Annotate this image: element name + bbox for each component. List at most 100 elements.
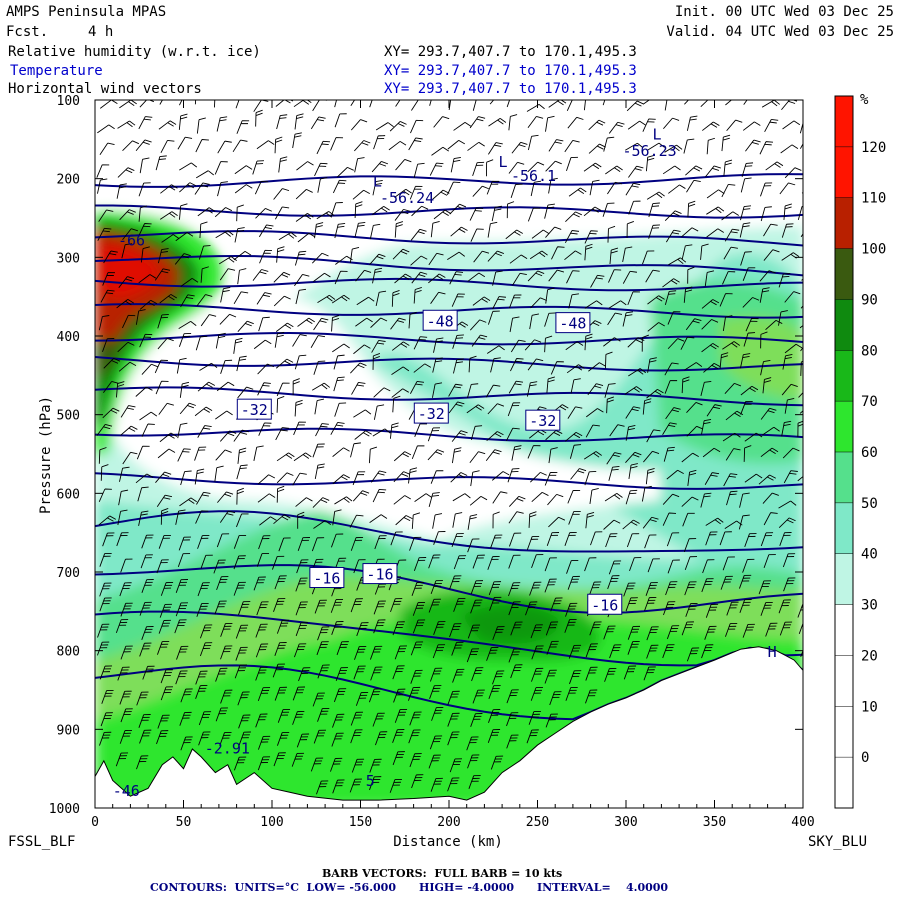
wind-barb <box>701 343 719 353</box>
wind-barb <box>158 402 174 415</box>
wind-barb <box>294 274 310 287</box>
wind-barb <box>511 141 528 154</box>
wind-barb <box>508 114 518 131</box>
wind-barb <box>136 691 149 706</box>
wind-barb <box>178 536 191 551</box>
wind-barb <box>220 359 233 374</box>
wind-barb <box>258 224 274 238</box>
wind-barb <box>257 363 274 375</box>
wind-barb <box>352 490 370 502</box>
wind-barb <box>99 731 112 746</box>
wind-barb <box>725 410 744 421</box>
wind-barb <box>117 341 135 353</box>
wind-barb <box>664 362 679 376</box>
wind-barb <box>744 432 763 442</box>
field-1-name: Relative humidity (w.r.t. ice) <box>8 44 261 60</box>
wind-barb <box>609 424 625 437</box>
wind-barb <box>546 376 555 393</box>
wind-barb <box>200 266 209 283</box>
wind-barb <box>759 270 776 282</box>
wind-barb <box>701 319 719 330</box>
wind-barb <box>585 512 595 529</box>
wind-barb <box>507 402 521 417</box>
wind-barb <box>583 100 586 111</box>
wind-barb <box>467 538 480 553</box>
wind-barb <box>548 447 558 464</box>
wind-barb <box>369 758 382 773</box>
wind-barb <box>758 580 771 595</box>
wind-barb <box>687 266 695 284</box>
wind-barb <box>742 623 755 638</box>
colorbar-segment <box>835 604 853 656</box>
wind-barb <box>564 230 580 244</box>
wind-barb <box>255 208 272 219</box>
colorbar-segment <box>835 655 853 707</box>
wind-barb <box>530 180 542 197</box>
wind-barb <box>627 625 641 640</box>
extrema-label: -2.91 <box>205 740 250 758</box>
wind-barb <box>447 777 460 792</box>
wind-barb <box>428 598 441 613</box>
wind-barb <box>565 211 582 222</box>
extrema-label: L <box>499 153 508 171</box>
wind-barb <box>330 202 343 217</box>
wind-barb <box>317 626 330 641</box>
wind-barb <box>527 116 544 128</box>
wind-barb <box>488 142 503 155</box>
wind-barb <box>783 470 798 484</box>
wind-barb <box>447 690 460 705</box>
wind-barb <box>802 459 803 460</box>
wind-barb <box>238 714 251 729</box>
x-tick-label: 100 <box>260 815 283 830</box>
wind-barb <box>648 224 660 239</box>
wind-barb <box>525 601 538 616</box>
wind-barb <box>492 270 503 286</box>
wind-barb <box>779 182 796 195</box>
wind-barb <box>802 171 803 173</box>
wind-barb <box>628 200 641 215</box>
wind-barb <box>472 296 491 306</box>
wind-barb <box>779 532 792 546</box>
humidity-fill <box>95 100 803 808</box>
extrema-label: -56.23 <box>622 142 676 160</box>
wind-barb <box>506 689 519 704</box>
wind-barb <box>236 464 248 480</box>
wind-barb <box>510 621 523 636</box>
wind-barb <box>719 352 729 369</box>
wind-barb <box>179 497 197 507</box>
wind-barb <box>584 243 593 261</box>
wind-barb <box>119 209 136 221</box>
wind-barb <box>625 142 644 151</box>
wind-barb <box>255 109 263 127</box>
isotherm-line <box>95 564 803 614</box>
wind-barb <box>743 100 748 105</box>
wind-barb <box>119 466 130 482</box>
wind-barb <box>120 425 138 436</box>
y-tick-label: 1000 <box>49 802 80 817</box>
wind-barb <box>350 598 363 613</box>
contour-labels: -48 -48-32 -32 -32-16 -16-16L-56.23L-56.1L-5… <box>113 125 777 800</box>
wind-barb <box>566 559 579 574</box>
wind-barb <box>314 463 325 480</box>
wind-barb <box>141 626 154 640</box>
wind-barb <box>602 100 606 106</box>
isotherm-line <box>95 386 803 407</box>
wind-barb <box>529 581 542 596</box>
wind-barb <box>544 557 557 572</box>
wind-barb <box>512 272 527 286</box>
wind-barb <box>155 155 167 171</box>
wind-barb <box>627 120 646 130</box>
wind-barb <box>141 363 159 375</box>
wind-barb <box>317 664 330 679</box>
wind-barb <box>409 380 425 394</box>
wind-barb <box>103 381 119 394</box>
wind-barb <box>739 599 752 613</box>
colorbar-segment <box>835 401 853 452</box>
wind-barb <box>740 177 752 193</box>
wind-barb <box>294 354 307 370</box>
wind-barb <box>117 666 130 681</box>
wind-barb <box>178 113 188 130</box>
wind-barb <box>510 664 523 679</box>
wind-barb <box>296 161 314 171</box>
wind-barb <box>505 229 523 240</box>
